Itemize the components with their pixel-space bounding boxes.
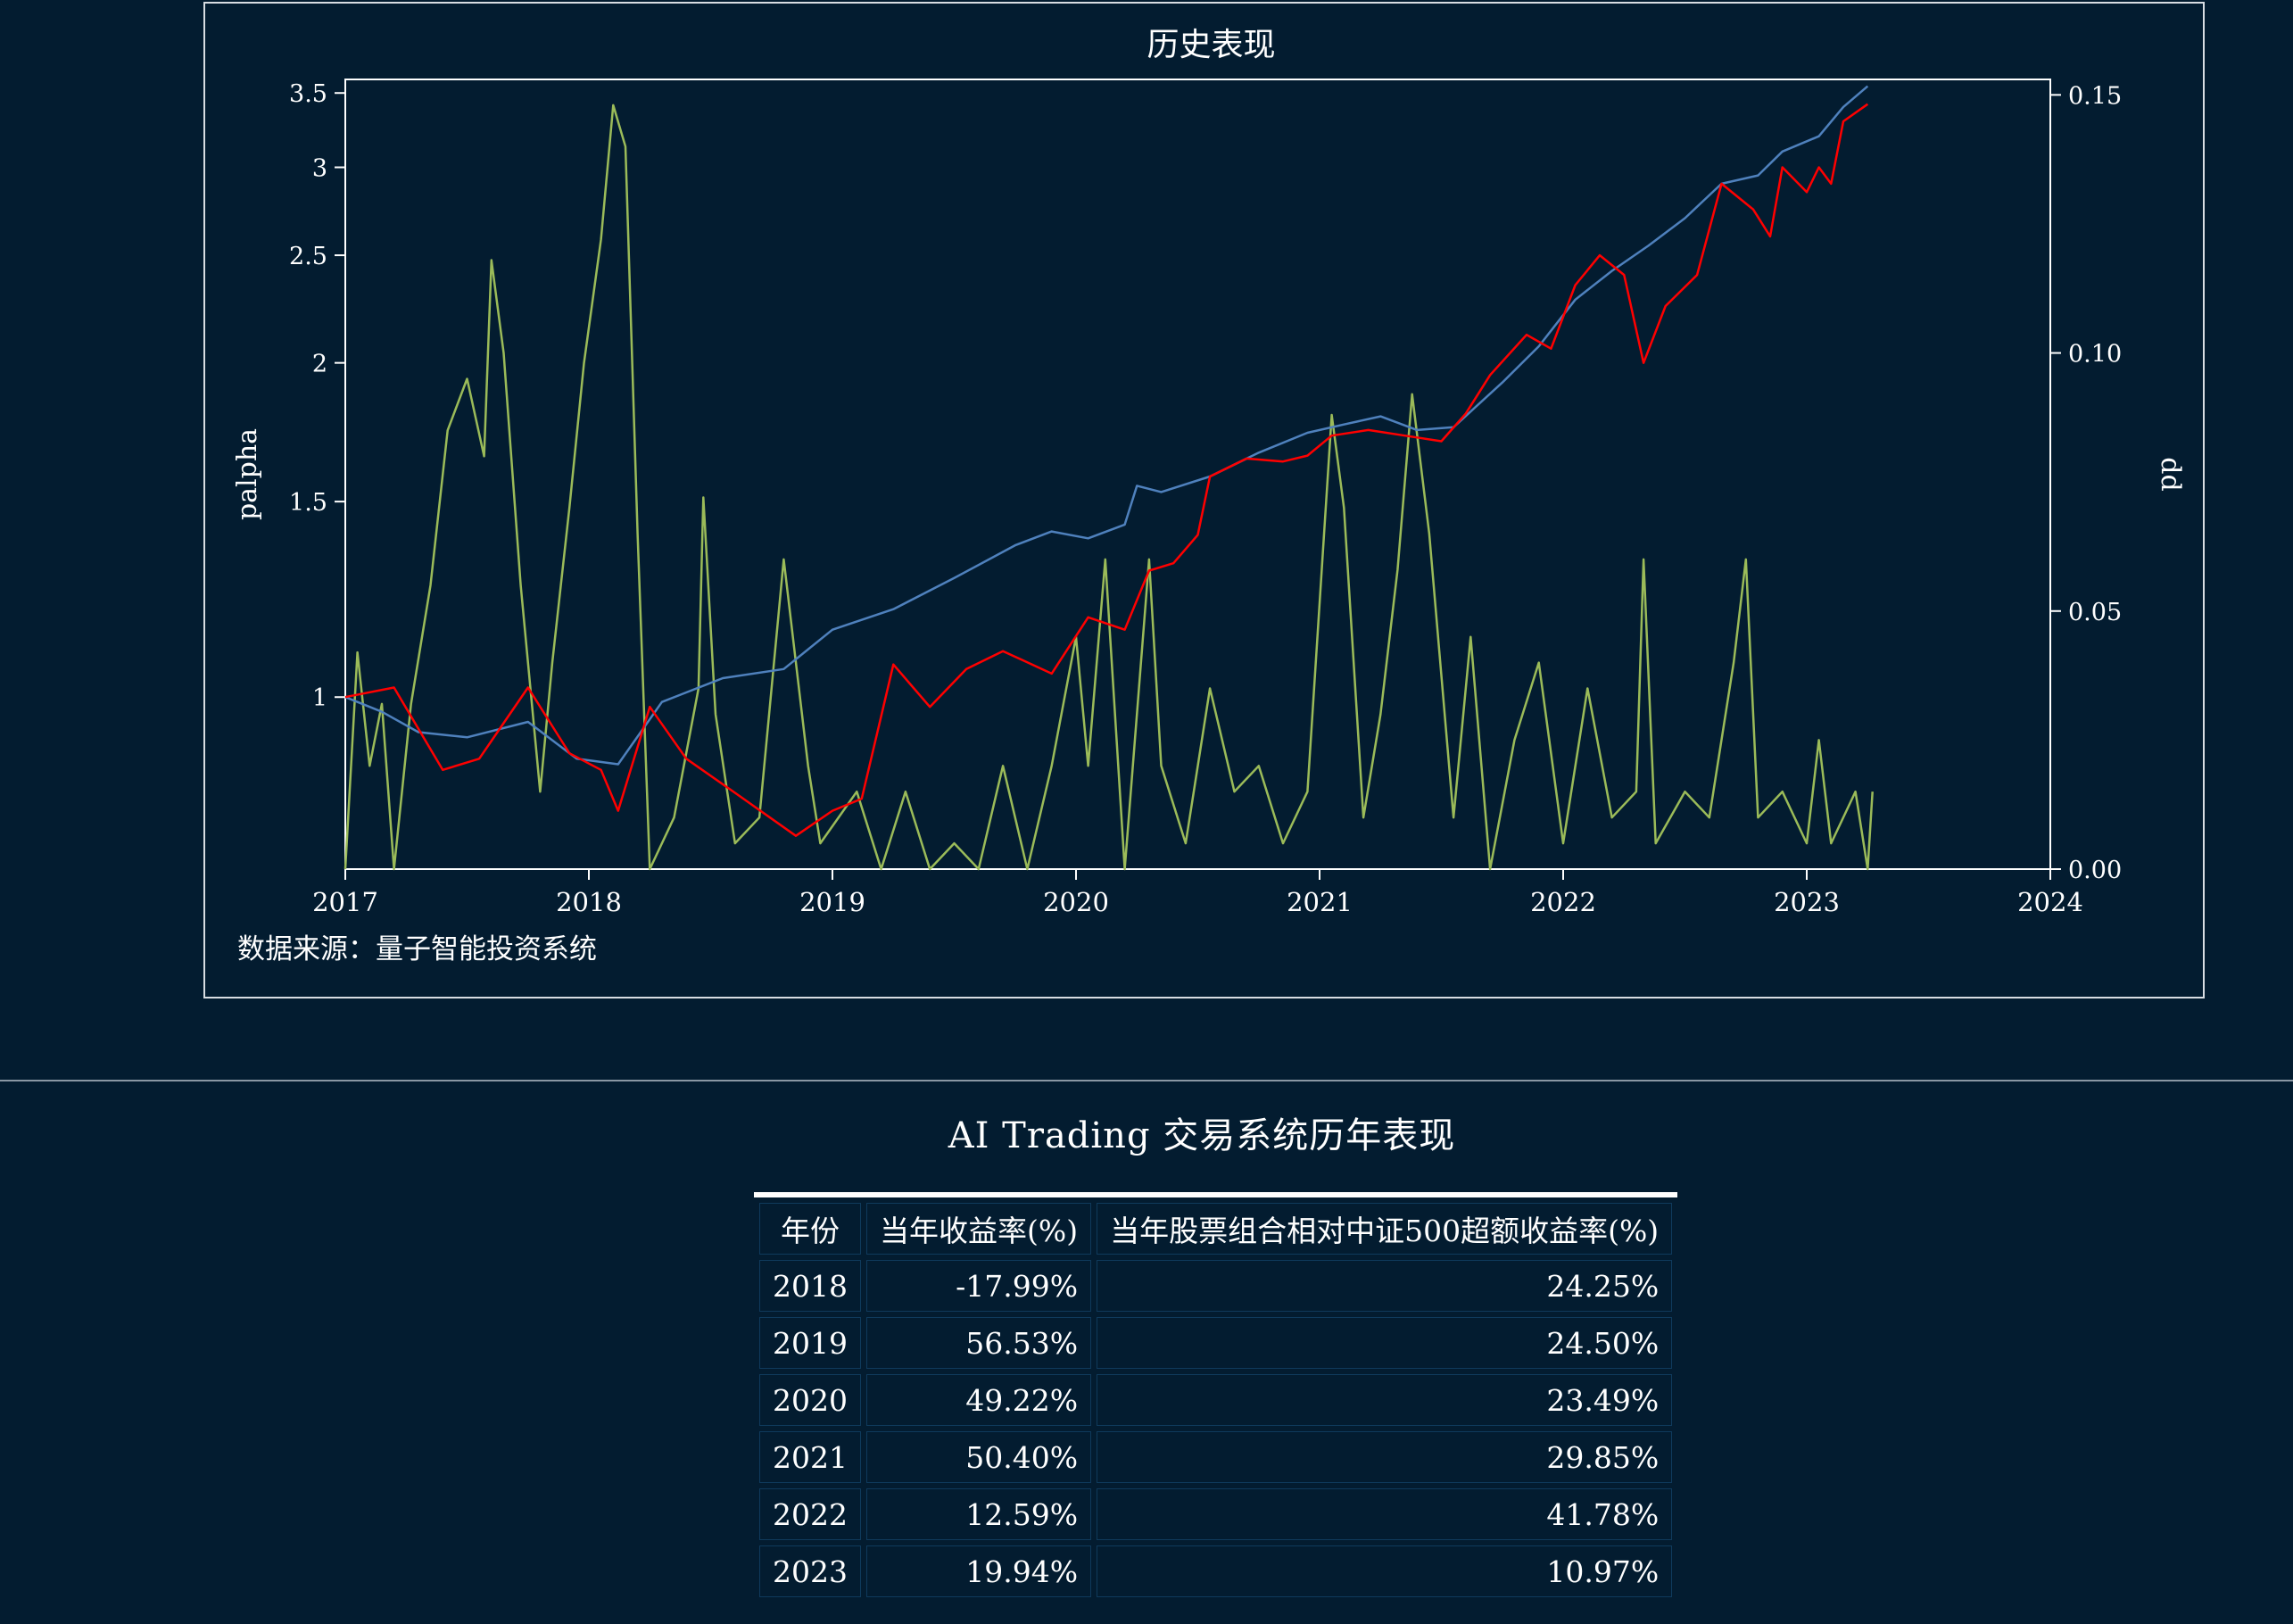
x-tick-label: 2018 <box>556 887 622 917</box>
header-annual-return: 当年收益率(%) <box>865 1203 1092 1255</box>
y-right-tick-label: 0.05 <box>2068 599 2122 626</box>
y-left-tick-label: 1.5 <box>289 489 327 517</box>
table-title: AI Trading 交易系统历年表现 <box>948 1115 1456 1156</box>
y-right-tick-label: 0.00 <box>2068 857 2122 884</box>
x-tick-label: 2024 <box>2017 887 2083 917</box>
cell-annual-return: 19.94% <box>865 1545 1092 1597</box>
chart-title: 历史表现 <box>1146 27 1275 63</box>
y-left-tick-label: 3 <box>312 155 327 183</box>
header-excess-return: 当年股票组合相对中证500超额收益率(%) <box>1097 1203 1673 1255</box>
cell-annual-return: 12.59% <box>865 1488 1092 1540</box>
table-row: 2019 56.53% 24.50% <box>759 1317 1673 1369</box>
cell-excess-return: 24.50% <box>1097 1317 1673 1369</box>
history-chart: 历史表现 2017 2018 2019 2020 2021 2022 2023 2024 1 1.5… <box>232 27 2186 965</box>
cell-year: 2018 <box>759 1260 861 1312</box>
cell-annual-return: -17.99% <box>865 1260 1092 1312</box>
y-right-axis-label: dd <box>2155 457 2186 491</box>
table-row: 2021 50.40% 29.85% <box>759 1431 1673 1483</box>
table-row: 2018 -17.99% 24.25% <box>759 1260 1673 1312</box>
y-right-tick-label: 0.15 <box>2068 82 2122 110</box>
chart-panel: 历史表现 2017 2018 2019 2020 2021 2022 2023 2024 1 1.5… <box>203 2 2205 998</box>
section-divider <box>0 1080 2293 1081</box>
table-row: 2022 12.59% 41.78% <box>759 1488 1673 1540</box>
cell-excess-return: 29.85% <box>1097 1431 1673 1483</box>
cell-excess-return: 10.97% <box>1097 1545 1673 1597</box>
table-row: 2020 49.22% 23.49% <box>759 1374 1673 1426</box>
y-left-tick-label: 2 <box>312 351 327 378</box>
x-tick-label: 2022 <box>1530 887 1596 917</box>
table-row: 2023 19.94% 10.97% <box>759 1545 1673 1597</box>
performance-table: 年份 当年收益率(%) 当年股票组合相对中证500超额收益率(%) 2018 -… <box>754 1192 1678 1603</box>
cell-annual-return: 56.53% <box>865 1317 1092 1369</box>
series-line-2 <box>344 104 1874 871</box>
x-tick-label: 2023 <box>1774 887 1840 917</box>
cell-year: 2021 <box>759 1431 861 1483</box>
header-year: 年份 <box>759 1203 861 1255</box>
y-left-tick-label: 1 <box>312 684 327 712</box>
x-tick-label: 2021 <box>1287 887 1353 917</box>
cell-year: 2022 <box>759 1488 861 1540</box>
cell-year: 2020 <box>759 1374 861 1426</box>
series-line-1 <box>344 103 1869 837</box>
table-header-row: 年份 当年收益率(%) 当年股票组合相对中证500超额收益率(%) <box>759 1203 1673 1255</box>
x-tick-label: 2019 <box>799 887 865 917</box>
series-line-0 <box>344 85 1869 766</box>
x-tick-label: 2020 <box>1043 887 1109 917</box>
cell-annual-return: 49.22% <box>865 1374 1092 1426</box>
plot-area <box>344 79 2051 870</box>
y-left-axis-label: palpha <box>232 428 263 520</box>
y-right-tick-label: 0.10 <box>2068 341 2122 369</box>
y-left-tick-label: 3.5 <box>289 80 327 108</box>
source-note: 数据来源：量子智能投资系统 <box>237 933 597 965</box>
cell-excess-return: 41.78% <box>1097 1488 1673 1540</box>
cell-annual-return: 50.40% <box>865 1431 1092 1483</box>
cell-excess-return: 24.25% <box>1097 1260 1673 1312</box>
cell-year: 2023 <box>759 1545 861 1597</box>
y-left-tick-label: 2.5 <box>289 243 327 270</box>
cell-excess-return: 23.49% <box>1097 1374 1673 1426</box>
x-tick-label: 2017 <box>312 887 378 917</box>
cell-year: 2019 <box>759 1317 861 1369</box>
